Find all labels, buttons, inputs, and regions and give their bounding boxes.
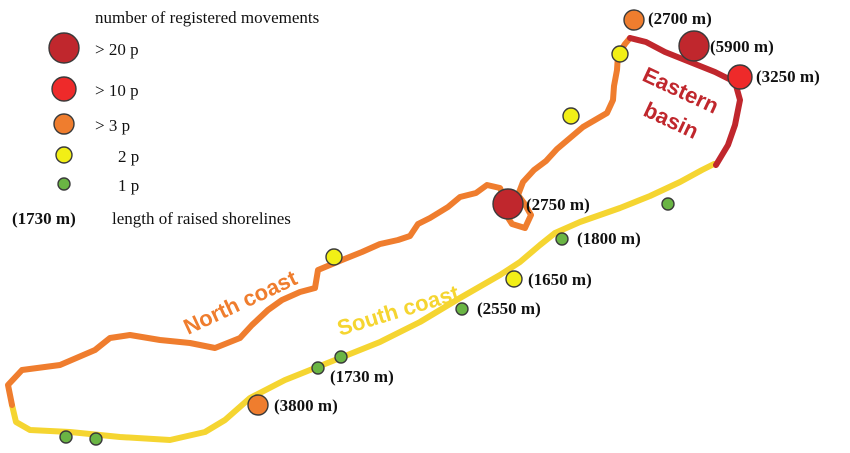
label-1800: (1800 m)	[577, 229, 641, 248]
legend-marker-over20	[48, 32, 80, 64]
marker-north-lower-2p	[325, 248, 343, 266]
legend-marker-over3	[53, 113, 75, 135]
legend-label-over10: > 10 p	[95, 81, 139, 100]
label-3800: (3800 m)	[274, 396, 338, 415]
legend-label-over3: > 3 p	[95, 116, 130, 135]
marker-south-1p-a	[334, 350, 348, 364]
label-1730: (1730 m)	[330, 367, 394, 386]
legend-length-note: length of raised shorelines	[112, 209, 291, 228]
legend-label-over20: > 20 p	[95, 40, 139, 59]
marker-2550	[455, 302, 469, 316]
eastern-basin-line	[627, 35, 743, 168]
label-3250: (3250 m)	[756, 67, 820, 86]
marker-2700	[623, 9, 645, 31]
legend-marker-2p	[55, 146, 73, 164]
marker-1650	[505, 270, 523, 288]
marker-3250	[727, 64, 753, 90]
marker-1800	[555, 232, 569, 246]
label-5900: (5900 m)	[710, 37, 774, 56]
marker-5900	[678, 30, 710, 62]
legend-title: number of registered movements	[95, 8, 319, 27]
legend-label-2p: 2 p	[118, 147, 139, 166]
marker-1730	[311, 361, 325, 375]
marker-2750	[492, 188, 524, 220]
legend-marker-1p	[57, 177, 71, 191]
marker-north-mid-2p	[562, 107, 580, 125]
legend-length-sample: (1730 m)	[12, 209, 76, 228]
label-1650: (1650 m)	[528, 270, 592, 289]
label-2750: (2750 m)	[526, 195, 590, 214]
legend-marker-over10	[51, 76, 77, 102]
marker-southwest-1p-b	[89, 432, 103, 446]
marker-3800	[247, 394, 269, 416]
marker-southwest-1p-a	[59, 430, 73, 444]
legend-label-1p: 1 p	[118, 176, 139, 195]
south-coast-line	[9, 161, 717, 443]
label-2700: (2700 m)	[648, 9, 712, 28]
marker-south-east-1p	[661, 197, 675, 211]
label-2550: (2550 m)	[477, 299, 541, 318]
marker-north-top-2p	[611, 45, 629, 63]
north-coast-line	[5, 35, 633, 408]
